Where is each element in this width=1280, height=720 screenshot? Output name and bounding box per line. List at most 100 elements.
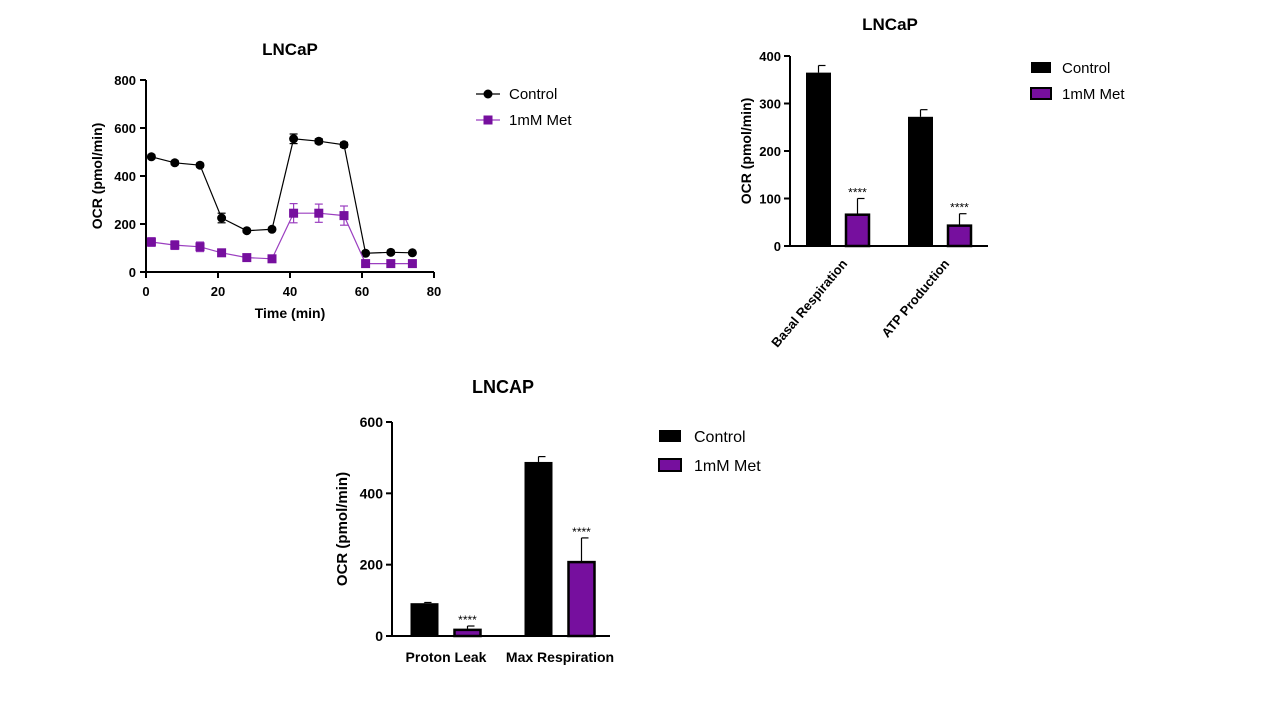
- chart-title: LNCaP: [862, 15, 918, 34]
- bar-group-met: ****: [946, 201, 973, 248]
- x-category-label: Proton Leak: [406, 649, 487, 665]
- plot-area: **** ****: [806, 64, 973, 248]
- x-categories: Proton Leak Max Respiration: [406, 649, 615, 665]
- y-tick-label: 800: [114, 73, 136, 88]
- y-tick-label: 200: [114, 217, 136, 232]
- y-tick-label: 100: [759, 192, 781, 207]
- legend-marker-met: [483, 115, 493, 125]
- legend-label-control: Control: [509, 86, 557, 103]
- data-point: [361, 248, 371, 258]
- significance-label: ****: [458, 613, 477, 627]
- chart-title: LNCAP: [472, 377, 534, 397]
- data-point: [217, 213, 227, 223]
- significance-label: ****: [848, 186, 867, 200]
- legend-label-met: 1mM Met: [1062, 86, 1125, 103]
- data-point: [267, 254, 277, 264]
- bar: [908, 116, 933, 246]
- significance-label: ****: [950, 201, 969, 215]
- x-tick-label: 0: [142, 284, 149, 299]
- legend-label-control: Control: [1062, 60, 1110, 77]
- data-point: [242, 253, 252, 263]
- y-ticks: 0 200 400 600: [360, 414, 392, 644]
- chart-title: LNCaP: [262, 40, 318, 59]
- data-point: [289, 134, 299, 144]
- legend-swatch-control: [1031, 62, 1051, 73]
- x-axis-label: Time (min): [255, 305, 326, 321]
- bar: [567, 560, 596, 638]
- data-point: [339, 211, 349, 221]
- x-category-label: ATP Production: [878, 256, 952, 340]
- legend-label-met: 1mM Met: [694, 458, 761, 475]
- data-point: [339, 140, 349, 150]
- bar-group-met: ****: [453, 613, 482, 638]
- y-ticks: 0 200 400 600 800: [114, 73, 146, 280]
- x-ticks: 0 20 40 60 80: [142, 272, 441, 299]
- y-tick-label: 600: [114, 121, 136, 136]
- y-tick-label: 600: [360, 414, 384, 430]
- legend-label-control: Control: [694, 429, 746, 446]
- y-tick-label: 0: [129, 265, 136, 280]
- data-point: [267, 224, 277, 234]
- y-ticks: 0 100 200 300 400: [759, 49, 790, 254]
- x-tick-label: 20: [211, 284, 225, 299]
- data-point: [170, 240, 180, 250]
- plot-area: **** ****: [410, 455, 596, 638]
- legend-swatch-met: [1030, 87, 1052, 100]
- legend: Control 1mM Met: [658, 429, 761, 475]
- series-line: [151, 138, 413, 254]
- bar: [453, 628, 482, 638]
- bar-group-control: [806, 64, 831, 246]
- legend-swatch-met: [658, 458, 682, 472]
- data-point: [217, 248, 227, 258]
- bar-group-met: ****: [844, 186, 871, 248]
- x-category-label: Max Respiration: [506, 649, 614, 665]
- bar: [946, 224, 973, 248]
- bar: [806, 72, 831, 246]
- y-tick-label: 0: [375, 628, 383, 644]
- data-point: [386, 259, 396, 269]
- bar: [524, 461, 553, 636]
- legend-swatch-control: [659, 430, 681, 442]
- significance-label: ****: [572, 525, 591, 539]
- bar-group-control: [410, 601, 439, 636]
- data-point: [314, 136, 324, 146]
- data-point: [361, 259, 371, 269]
- plot-area: [146, 133, 417, 269]
- x-categories: Basal Respiration ATP Production: [768, 256, 952, 350]
- bar: [410, 603, 439, 636]
- bar-group-control: [908, 109, 933, 246]
- x-tick-label: 80: [427, 284, 441, 299]
- bar-chart-leak-max: LNCAP 0 200 400 600 Proton Leak Max Respirat…: [334, 377, 761, 665]
- series-met: [146, 203, 417, 269]
- y-tick-label: 400: [360, 485, 384, 501]
- y-tick-label: 400: [114, 169, 136, 184]
- data-point: [195, 242, 205, 252]
- y-tick-label: 300: [759, 97, 781, 112]
- y-tick-label: 400: [759, 49, 781, 64]
- data-point: [146, 152, 156, 162]
- y-axis-label: OCR (pmol/min): [738, 98, 754, 205]
- x-category-label: Basal Respiration: [768, 256, 850, 350]
- legend: Control 1mM Met: [1030, 60, 1125, 103]
- y-tick-label: 200: [360, 557, 384, 573]
- data-point: [170, 158, 180, 168]
- x-tick-label: 60: [355, 284, 369, 299]
- y-axis-label: OCR (pmol/min): [334, 472, 351, 586]
- series-control: [146, 133, 417, 258]
- data-point: [386, 247, 396, 257]
- bar: [844, 213, 871, 248]
- data-point: [407, 259, 417, 269]
- bar-chart-basal-atp: LNCaP 0 100 200 300 400 Basal Respiration ATP…: [738, 15, 1125, 350]
- bar-group-control: [524, 455, 553, 636]
- bar-group-met: ****: [567, 525, 596, 638]
- x-tick-label: 40: [283, 284, 297, 299]
- y-tick-label: 200: [759, 144, 781, 159]
- data-point: [407, 248, 417, 258]
- legend: Control 1mM Met: [476, 86, 572, 129]
- legend-marker-control: [483, 89, 493, 99]
- data-point: [314, 208, 324, 218]
- y-axis-label: OCR (pmol/min): [89, 123, 105, 230]
- line-chart-time-course: LNCaP 0 200 400 600 800 0 20 40 60 80 OCR (pmol/…: [89, 40, 572, 321]
- y-tick-label: 0: [774, 239, 781, 254]
